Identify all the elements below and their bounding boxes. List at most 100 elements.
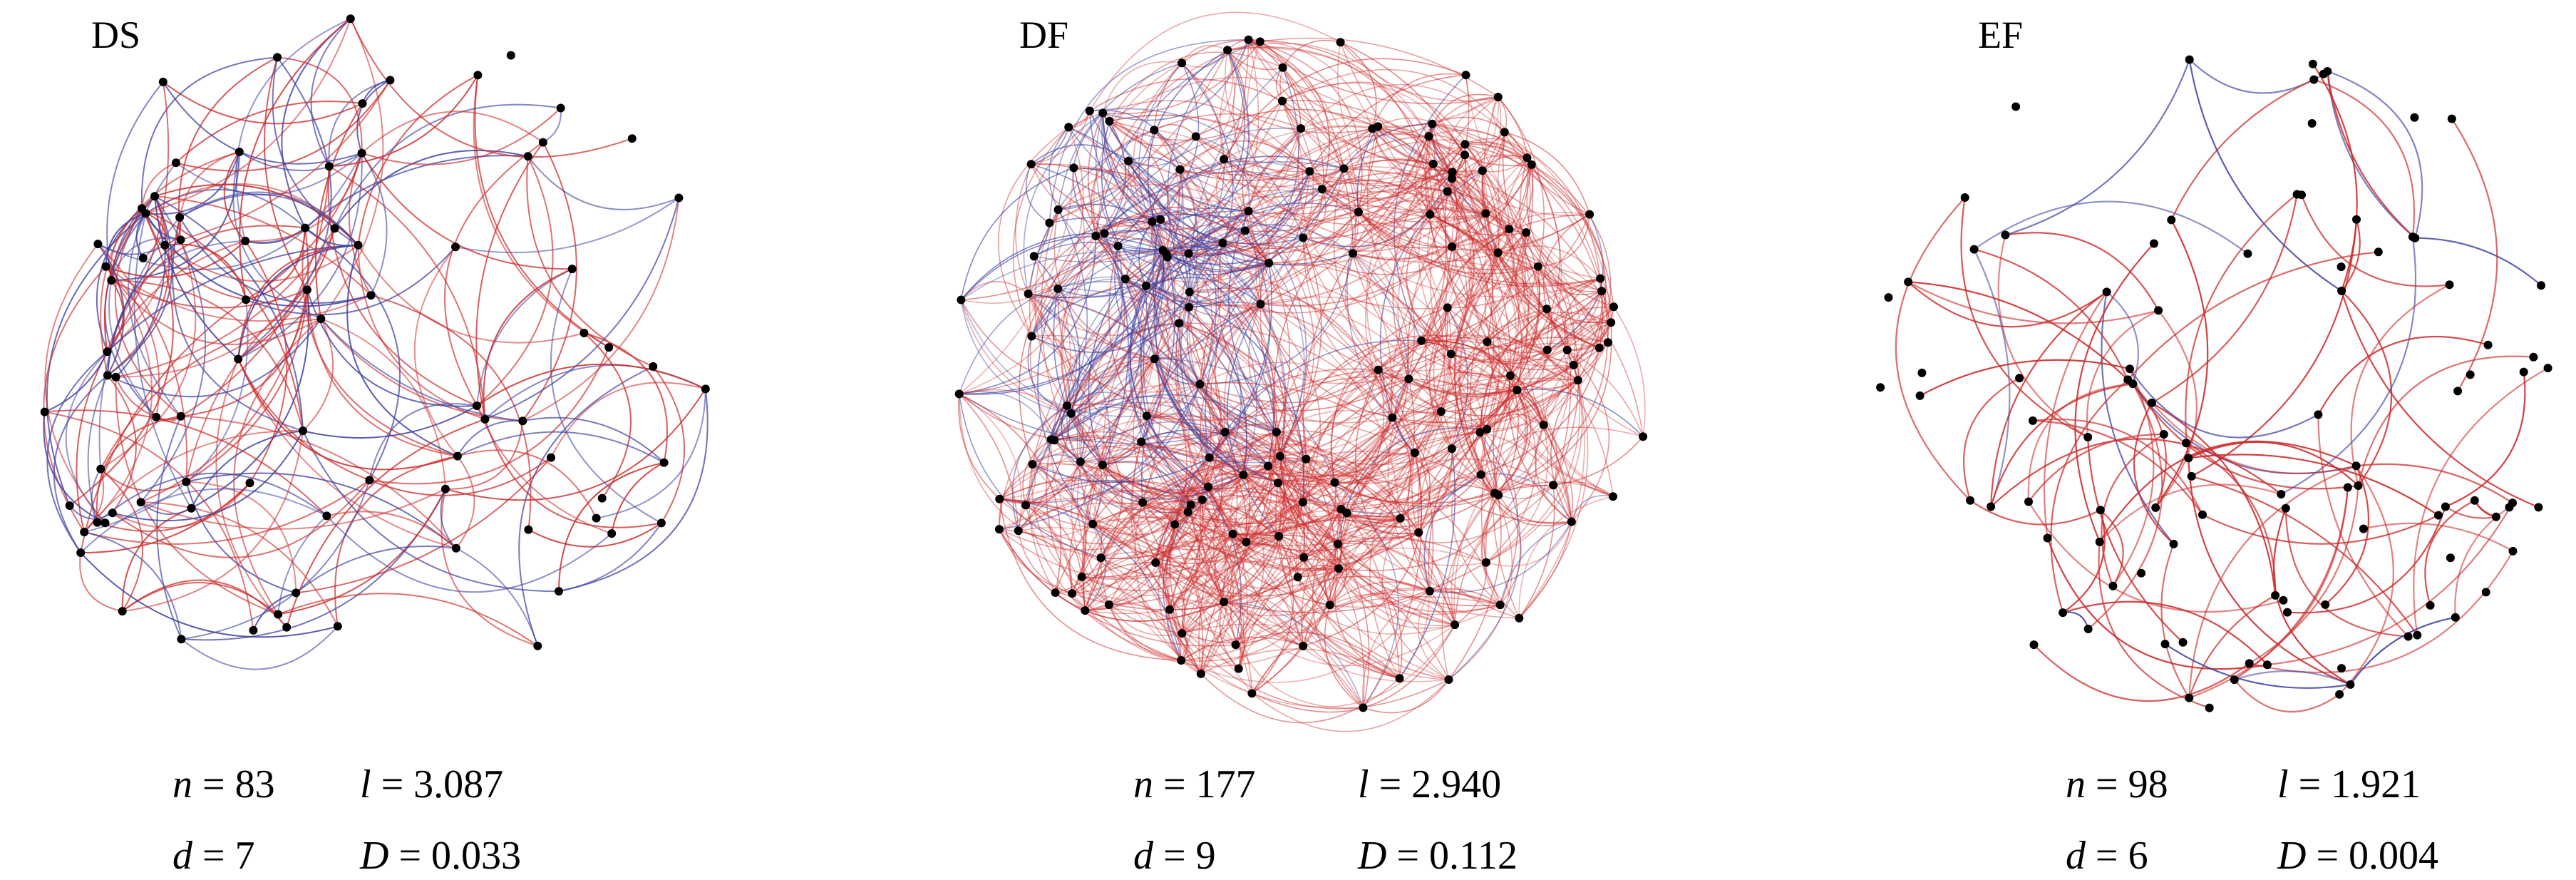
positive-edge <box>1451 178 1499 254</box>
negative-edge <box>1117 245 1200 385</box>
positive-edge <box>1338 568 1456 626</box>
positive-edge <box>1494 306 1614 493</box>
positive-edge <box>1025 505 1182 661</box>
node <box>2126 364 2134 374</box>
positive-edge <box>1199 211 1359 384</box>
node <box>1359 703 1368 712</box>
negative-edge <box>107 318 322 398</box>
positive-edge <box>1309 143 1465 181</box>
node <box>1242 538 1251 547</box>
node <box>2169 539 2178 548</box>
positive-edge <box>1223 536 1279 603</box>
negative-edge <box>1049 126 1069 210</box>
positive-edge <box>1154 358 1409 411</box>
positive-edge <box>1181 543 1339 662</box>
positive-edge <box>1084 490 1304 611</box>
positive-edge <box>1486 342 1614 497</box>
node <box>674 193 684 203</box>
positive-edge <box>1279 536 1331 605</box>
node <box>1299 498 1307 507</box>
positive-edge <box>44 411 254 631</box>
positive-edge <box>1277 369 1379 484</box>
negative-edge <box>244 227 306 244</box>
positive-edge <box>1202 499 1304 647</box>
positive-edge <box>1498 96 1545 267</box>
positive-edge <box>1306 451 1495 494</box>
positive-edge <box>369 347 610 485</box>
negative-edge <box>476 268 573 406</box>
positive-edge <box>1080 446 1244 476</box>
negative-edge <box>959 253 1190 395</box>
positive-edge <box>1154 129 1270 263</box>
node <box>2001 230 2010 240</box>
node <box>249 625 258 635</box>
negative-edge <box>1165 169 1183 255</box>
positive-edge <box>1480 431 1572 522</box>
positive-edge <box>1146 378 1410 458</box>
positive-edge <box>1084 431 1226 611</box>
positive-edge <box>483 268 573 420</box>
negative-edge <box>1102 113 1161 220</box>
positive-edge <box>1337 543 1456 625</box>
positive-edge <box>1459 232 1527 494</box>
positive-edge <box>2100 509 2124 587</box>
node <box>1500 128 1509 137</box>
positive-edge <box>1517 389 1545 426</box>
positive-edge <box>1324 605 1364 709</box>
positive-edge <box>1451 306 1614 364</box>
node <box>2307 119 2317 128</box>
positive-edge <box>1102 112 1171 254</box>
positive-edge <box>320 318 446 489</box>
node <box>1028 460 1037 469</box>
positive-edge <box>1108 51 1283 122</box>
positive-edge <box>999 528 1234 578</box>
node <box>1100 229 1109 238</box>
positive-edge <box>1344 159 1510 230</box>
positive-edge <box>1485 521 1572 567</box>
positive-edge <box>1108 604 1183 636</box>
negative-edge <box>1429 521 1572 593</box>
node <box>1050 436 1059 445</box>
positive-edge <box>1302 501 1520 619</box>
positive-edge <box>1309 131 1505 187</box>
node <box>1183 508 1192 516</box>
node <box>111 372 120 382</box>
positive-edge <box>2202 513 2439 545</box>
positive-edge <box>1447 97 1499 193</box>
positive-edge <box>1169 499 1204 610</box>
positive-edge <box>1103 41 1261 115</box>
node <box>2466 370 2475 379</box>
positive-edge <box>1092 384 1200 524</box>
negative-edge <box>1195 135 1250 212</box>
negative-edge <box>959 253 1168 395</box>
positive-edge <box>1225 416 1393 454</box>
positive-edge <box>1025 504 1073 594</box>
node <box>1460 150 1469 160</box>
positive-edge <box>1061 220 1153 414</box>
positive-edge <box>1358 211 1601 287</box>
node <box>1191 132 1200 141</box>
node <box>451 543 460 553</box>
negative-edge <box>245 227 306 243</box>
stat-density: D = 0.033 <box>360 834 522 878</box>
positive-edge <box>111 280 304 431</box>
positive-edge <box>1209 457 1264 645</box>
node <box>1594 343 1604 352</box>
node <box>273 53 282 62</box>
positive-edge <box>1433 252 1499 449</box>
negative-edge <box>1125 278 1247 475</box>
positive-edge <box>1031 163 1168 257</box>
node <box>607 529 617 538</box>
panel-ef: EF n = 98 l = 1.921 d = 6 D = 0.004 <box>1860 0 2576 880</box>
negative-edge <box>1049 39 1249 223</box>
positive-edge <box>1179 140 1310 172</box>
positive-edge <box>1487 347 1600 430</box>
node <box>1275 451 1284 461</box>
positive-edge <box>1479 432 1554 487</box>
node <box>1448 168 1457 177</box>
node <box>1105 116 1114 126</box>
positive-edge <box>140 290 308 503</box>
positive-edge <box>1451 164 1532 247</box>
positive-edge <box>1060 232 1106 414</box>
node <box>597 493 607 503</box>
